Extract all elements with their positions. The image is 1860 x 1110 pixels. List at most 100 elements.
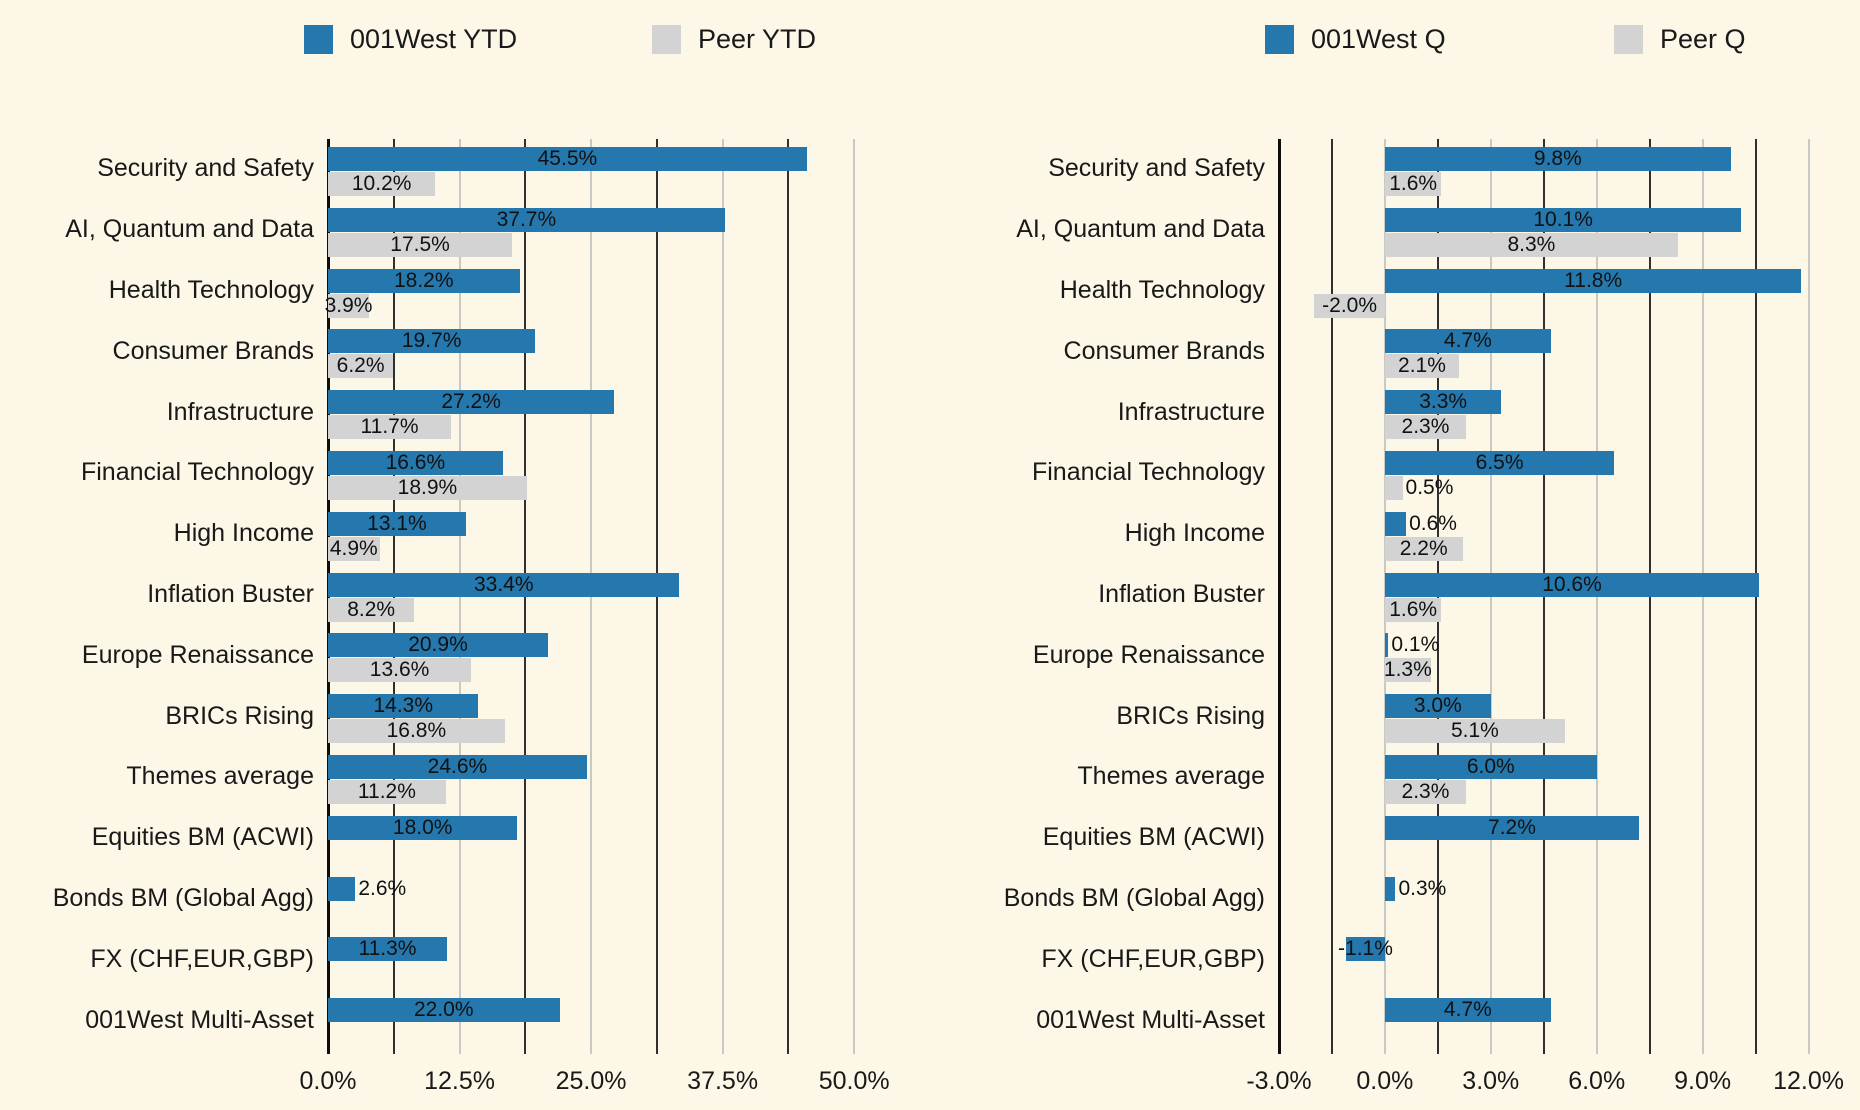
category-label: Europe Renaissance — [1032, 640, 1265, 669]
bar-value-label: 0.5% — [1405, 476, 1454, 499]
bar-value-label: 2.6% — [358, 876, 407, 900]
bar-value-label: 20.9% — [408, 633, 468, 657]
bar-value-label: 0.3% — [1398, 876, 1447, 900]
category-label: Consumer Brands — [1063, 336, 1265, 365]
bar-value-label: 11.3% — [358, 937, 417, 961]
legend-label: Peer Q — [1660, 24, 1746, 54]
bar-001west: 27.2% — [328, 390, 615, 415]
bar-peer: 1.6% — [1384, 597, 1442, 622]
legend-label: Peer YTD — [698, 24, 817, 54]
bar-value-label: 2.2% — [1399, 536, 1448, 560]
bar-001west: 16.6% — [328, 451, 503, 475]
category-label: High Income — [173, 519, 314, 548]
legend-swatch-gray — [1614, 25, 1643, 54]
bar-value-label: -1.1% — [1338, 937, 1393, 961]
bar-value-label: 3.0% — [1413, 694, 1462, 718]
category-label: Equities BM (ACWI) — [1042, 823, 1265, 852]
category-label: BRICs Rising — [1116, 701, 1265, 730]
category-label: Bonds BM (Global Agg) — [1003, 884, 1265, 912]
category-label: Infrastructure — [166, 397, 314, 426]
bar-001west: 13.1% — [328, 511, 466, 536]
x-axis-tick-label: 50.0% — [818, 1067, 890, 1095]
bar-value-label: 0.1% — [1391, 633, 1440, 657]
category-label: 001West Multi-Asset — [1036, 1005, 1265, 1034]
bar-peer: 8.3% — [1384, 232, 1678, 257]
category-label: Themes average — [1077, 762, 1265, 791]
bar-peer: 2.3% — [1384, 780, 1467, 804]
legend-item-001west-q: 001West Q — [1265, 24, 1446, 55]
bar-001west: 2.6% — [328, 876, 406, 901]
bar-value-label: 10.1% — [1533, 207, 1593, 231]
bar-value-label: 0.6% — [1409, 511, 1457, 535]
bar-value-label: 11.2% — [357, 780, 416, 803]
bar-001west: -1.1% — [1338, 937, 1393, 962]
category-label: Health Technology — [1059, 276, 1265, 304]
bar-peer: 17.5% — [328, 232, 513, 257]
bar-peer: 11.2% — [328, 780, 446, 804]
bar-001west: 4.7% — [1384, 998, 1551, 1023]
bar-001west: 33.4% — [328, 572, 680, 597]
bar-001west: 11.3% — [328, 937, 447, 962]
legend-item-001west-ytd: 001West YTD — [304, 24, 517, 55]
bar-value-label: 16.6% — [385, 451, 446, 474]
bar-peer: 2.1% — [1384, 354, 1460, 379]
category-label: BRICs Rising — [165, 701, 314, 730]
category-label: Security and Safety — [97, 154, 314, 183]
x-axis-tick-label: 0.0% — [1356, 1067, 1414, 1095]
bar-value-label: 3.9% — [324, 293, 373, 317]
bar-001west: 9.8% — [1384, 147, 1731, 171]
bar-001west: 0.3% — [1384, 876, 1446, 901]
gridline — [853, 139, 856, 1054]
bar-value-label: 13.1% — [367, 511, 427, 535]
category-label: Security and Safety — [1048, 154, 1265, 183]
bar-value-label: 10.2% — [351, 172, 412, 195]
category-label: AI, Quantum and Data — [65, 215, 314, 244]
x-axis-tick-label: 12.0% — [1773, 1067, 1844, 1095]
plot-area: 45.5% 37.7% 18.2% 19.7% 27.2% 16.6% 13.1% 33.4%… — [324, 139, 891, 1054]
category-label: Inflation Buster — [147, 580, 314, 608]
bar-value-label: 1.3% — [1383, 658, 1432, 682]
bar-peer: 8.2% — [328, 597, 415, 622]
gridline — [721, 139, 724, 1054]
bar-value-label: 13.6% — [369, 658, 430, 682]
gridline — [1330, 139, 1333, 1054]
bar-value-label: 22.0% — [413, 998, 474, 1022]
bar-001west: 0.6% — [1384, 511, 1457, 536]
bar-value-label: 4.7% — [1443, 329, 1492, 353]
category-label: Themes average — [126, 762, 314, 791]
category-label: Europe Renaissance — [81, 640, 314, 669]
bar-value-label: 4.7% — [1443, 998, 1492, 1022]
bar-peer: 2.3% — [1384, 415, 1467, 440]
legend-swatch-blue — [304, 25, 333, 54]
gridline — [1807, 139, 1810, 1054]
bar-peer: 10.2% — [328, 172, 436, 196]
bar-001west: 3.0% — [1384, 694, 1491, 719]
bar-001west: 18.2% — [328, 268, 520, 293]
bar-001west: 4.7% — [1384, 329, 1551, 354]
bar-001west: 18.0% — [328, 815, 518, 840]
plot-area: 9.8% 10.1% 11.8% 4.7% 3.3% 6.5% 0.6% 10.6% 0.1% 3… — [1278, 139, 1835, 1054]
bar-001west: 6.0% — [1384, 755, 1597, 779]
bar-001west: 11.8% — [1384, 268, 1802, 293]
legend-swatch-blue — [1265, 25, 1294, 54]
category-label: AI, Quantum and Data — [1016, 215, 1265, 244]
bar-peer: -2.0% — [1314, 293, 1385, 318]
bar-peer: 1.3% — [1383, 658, 1432, 683]
category-label: High Income — [1124, 519, 1265, 548]
bar-value-label: 1.6% — [1389, 597, 1438, 621]
bar-value-label: 2.1% — [1398, 354, 1446, 378]
bar-value-label: 11.7% — [360, 415, 419, 439]
bar-peer: 16.8% — [328, 719, 505, 744]
x-axis-tick-label: 9.0% — [1674, 1067, 1732, 1095]
bar-value-label: 6.2% — [336, 354, 385, 378]
bar-value-label: 5.1% — [1450, 719, 1499, 743]
bar-value-label: 6.0% — [1466, 755, 1515, 778]
bar-peer: 6.2% — [328, 354, 394, 379]
bar-001west: 3.3% — [1384, 390, 1502, 415]
legend-item-peer-ytd: Peer YTD — [652, 24, 816, 55]
bar-value-label: -2.0% — [1322, 293, 1378, 317]
bar-value-label: 18.2% — [393, 268, 454, 292]
bar-value-label: 4.9% — [329, 536, 378, 560]
legend-label: 001West Q — [1311, 24, 1446, 54]
category-label: FX (CHF,EUR,GBP) — [90, 944, 314, 973]
